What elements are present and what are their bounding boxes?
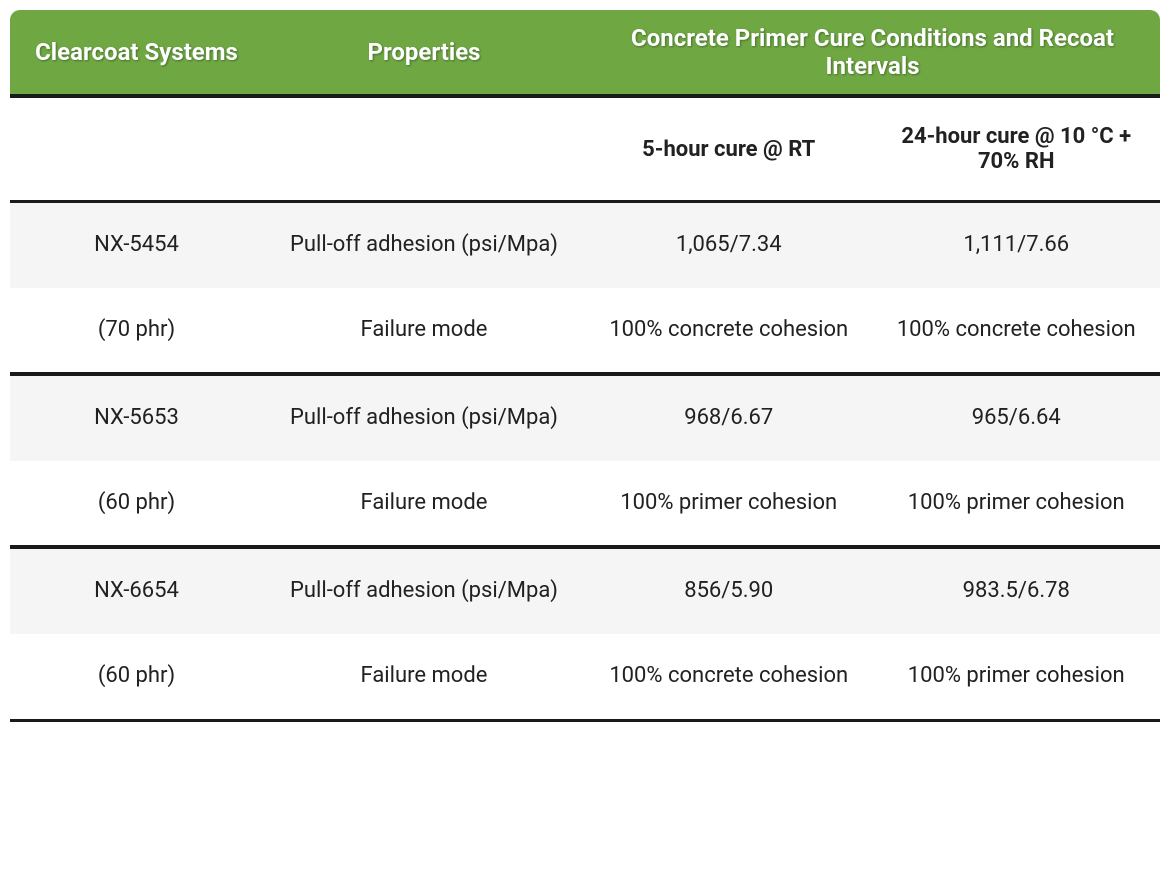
value-24hr: 1,111/7.66 <box>873 202 1161 288</box>
property-cell: Pull-off adhesion (psi/Mpa) <box>263 202 585 288</box>
value-5hr: 856/5.90 <box>585 547 873 634</box>
system-cell: NX-5454 <box>10 202 263 288</box>
value-24hr: 983.5/6.78 <box>873 547 1161 634</box>
subheader-blank1 <box>10 96 263 202</box>
subheader-blank2 <box>263 96 585 202</box>
property-cell: Failure mode <box>263 288 585 375</box>
table-row: NX-6654 Pull-off adhesion (psi/Mpa) 856/… <box>10 547 1160 634</box>
property-cell: Failure mode <box>263 461 585 548</box>
system-cell: NX-5653 <box>10 374 263 461</box>
subheader-5hr: 5-hour cure @ RT <box>585 96 873 202</box>
system-cell: (60 phr) <box>10 461 263 548</box>
property-cell: Failure mode <box>263 634 585 720</box>
table-row: (60 phr) Failure mode 100% concrete cohe… <box>10 634 1160 720</box>
property-cell: Pull-off adhesion (psi/Mpa) <box>263 374 585 461</box>
table-row: NX-5454 Pull-off adhesion (psi/Mpa) 1,06… <box>10 202 1160 288</box>
value-24hr: 100% primer cohesion <box>873 634 1161 720</box>
header-clearcoat-systems: Clearcoat Systems <box>10 10 263 96</box>
table-row: (60 phr) Failure mode 100% primer cohesi… <box>10 461 1160 548</box>
system-cell: (60 phr) <box>10 634 263 720</box>
table-row: (70 phr) Failure mode 100% concrete cohe… <box>10 288 1160 375</box>
table-row: NX-5653 Pull-off adhesion (psi/Mpa) 968/… <box>10 374 1160 461</box>
system-cell: (70 phr) <box>10 288 263 375</box>
value-24hr: 100% primer cohesion <box>873 461 1161 548</box>
subheader-24hr: 24-hour cure @ 10 °C + 70% RH <box>873 96 1161 202</box>
value-5hr: 100% primer cohesion <box>585 461 873 548</box>
value-24hr: 965/6.64 <box>873 374 1161 461</box>
clearcoat-table: Clearcoat Systems Properties Concrete Pr… <box>10 10 1160 722</box>
value-5hr: 100% concrete cohesion <box>585 634 873 720</box>
system-cell: NX-6654 <box>10 547 263 634</box>
header-properties: Properties <box>263 10 585 96</box>
table-header: Clearcoat Systems Properties Concrete Pr… <box>10 10 1160 96</box>
value-5hr: 968/6.67 <box>585 374 873 461</box>
subheader-row: 5-hour cure @ RT 24-hour cure @ 10 °C + … <box>10 96 1160 202</box>
value-5hr: 1,065/7.34 <box>585 202 873 288</box>
value-24hr: 100% concrete cohesion <box>873 288 1161 375</box>
property-cell: Pull-off adhesion (psi/Mpa) <box>263 547 585 634</box>
header-cure-conditions: Concrete Primer Cure Conditions and Reco… <box>585 10 1160 96</box>
value-5hr: 100% concrete cohesion <box>585 288 873 375</box>
